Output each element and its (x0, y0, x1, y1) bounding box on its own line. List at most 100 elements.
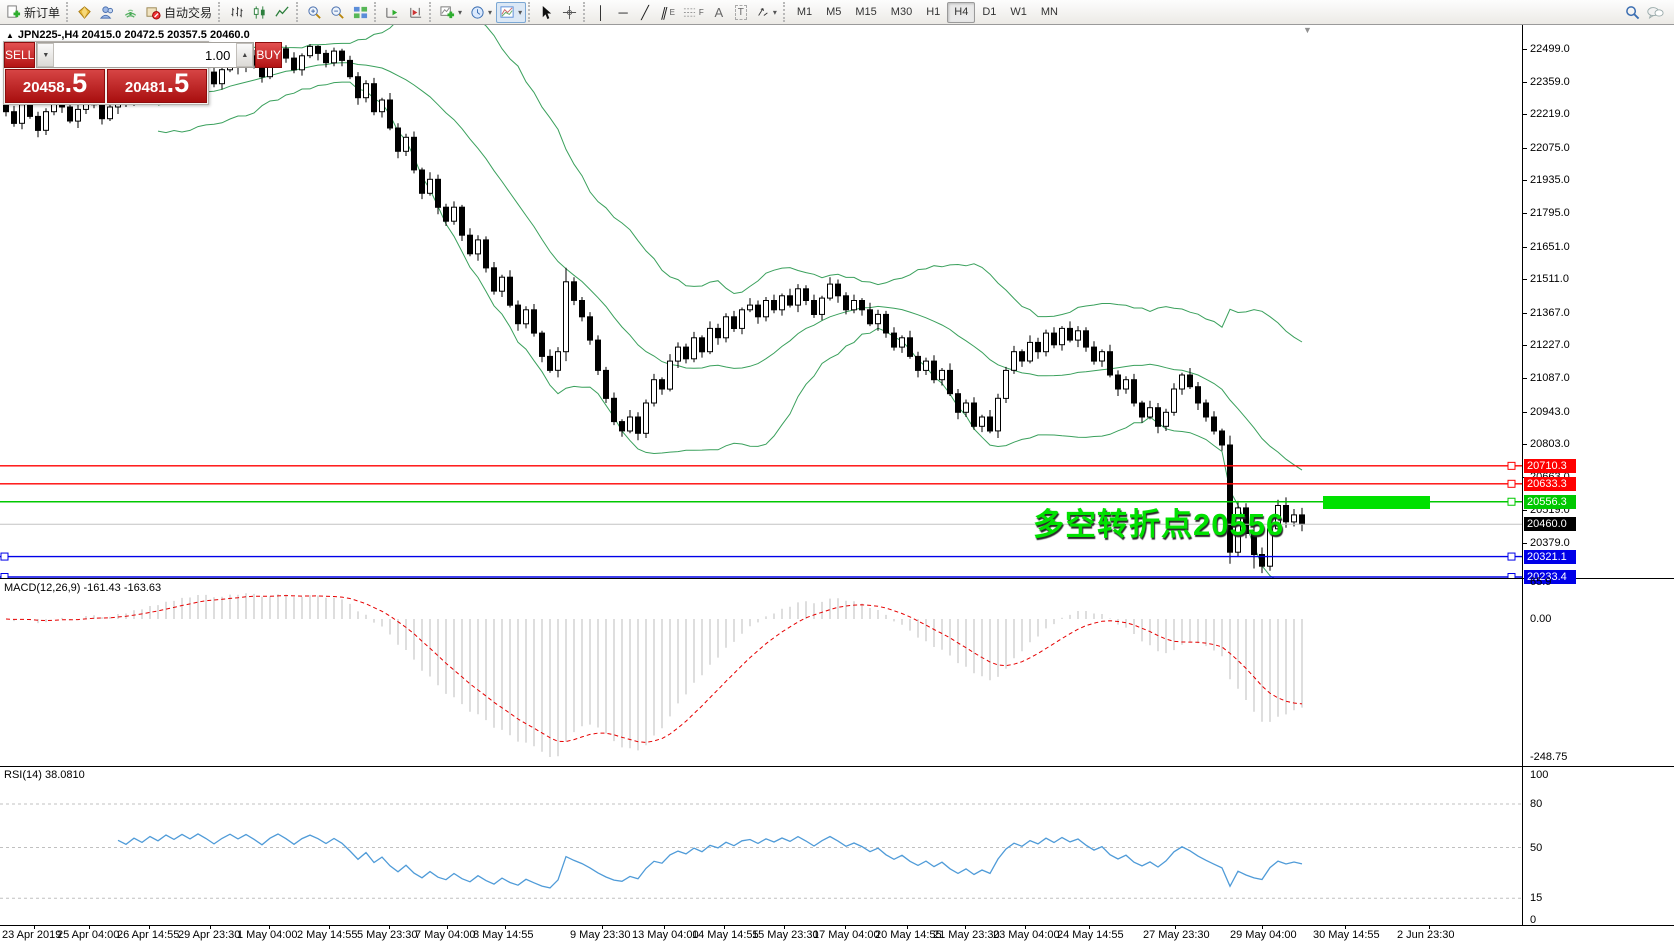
chat-icon[interactable] (1646, 5, 1664, 20)
volume-input[interactable] (54, 43, 237, 67)
macd-axis-label: 65.9 (1530, 576, 1552, 588)
trendline-tool[interactable]: ╱ (634, 2, 656, 23)
tile-windows-button[interactable] (349, 2, 372, 23)
price-tick-mark (1522, 82, 1527, 83)
timeframe-M1[interactable]: M1 (796, 6, 813, 18)
templates-dropdown[interactable]: ▾ (496, 1, 527, 23)
dropdown-caret-icon: ▾ (458, 7, 463, 17)
level-right-handle[interactable] (1507, 573, 1516, 579)
zoom-out-button[interactable] (326, 2, 349, 23)
macd-panel-separator[interactable] (0, 578, 1674, 579)
chinese-annotation-text[interactable]: 多空转折点20556 (1033, 507, 1285, 542)
last-bar-marker-icon: ▼ (1303, 25, 1312, 35)
buy-price-display[interactable]: 20481.5 (107, 69, 207, 103)
timeframe-H4[interactable]: H4 (947, 1, 976, 23)
arrows-tool-dropdown[interactable]: ▾ (752, 2, 781, 23)
candle (843, 292, 849, 315)
search-icon[interactable] (1625, 5, 1640, 20)
candle (1171, 383, 1177, 416)
level-price-label: 20710.3 (1524, 459, 1576, 473)
level-left-handle[interactable] (0, 573, 9, 579)
time-tick-label: 5 May 23:30 (357, 929, 418, 941)
arrows-tool-icon (758, 8, 768, 16)
new-chart-dropdown[interactable]: ▾ (436, 2, 466, 23)
periods-dropdown[interactable]: ▾ (466, 2, 496, 23)
candle (523, 306, 529, 329)
current-price-label: 20460.0 (1524, 517, 1576, 531)
candle (819, 295, 825, 321)
level-right-handle[interactable] (1507, 552, 1516, 561)
chart-shift-icon (410, 7, 422, 18)
vertical-line-tool[interactable]: │ (590, 2, 612, 23)
candle (651, 373, 657, 407)
candle (883, 310, 889, 338)
toolbar-separator (296, 2, 301, 22)
volume-increase-button[interactable]: ▲ (236, 43, 254, 67)
candle (803, 285, 809, 306)
timeframe-W1[interactable]: W1 (1010, 6, 1027, 18)
price-tick-label: 21511.0 (1530, 273, 1569, 285)
timeframe-MN[interactable]: MN (1040, 6, 1058, 18)
crosshair-tool-button[interactable] (558, 2, 581, 23)
horizontal-line-tool[interactable]: ─ (612, 2, 634, 23)
level-left-handle[interactable] (0, 552, 9, 561)
channel-tool[interactable]: ∥ E (660, 4, 675, 20)
zoom-in-button[interactable] (303, 2, 326, 23)
macd-indicator-label: MACD(12,26,9) -161.43 -163.63 (4, 582, 162, 594)
market-watch-button[interactable] (73, 2, 96, 23)
price-tick-label: 22075.0 (1530, 142, 1570, 154)
line-chart-mode-button[interactable] (271, 2, 294, 23)
timeframe-M5[interactable]: M5 (826, 6, 842, 18)
time-tick-label: 2 Jun 23:30 (1397, 929, 1455, 941)
buy-price-fraction: .5 (166, 68, 190, 98)
time-tick-mark (329, 925, 330, 929)
candle (627, 410, 633, 434)
volume-decrease-button[interactable]: ▼ (37, 43, 55, 67)
timeframe-M15[interactable]: M15 (855, 6, 877, 18)
cursor-tool-button[interactable] (535, 2, 558, 23)
candle (363, 80, 369, 103)
time-tick-mark (269, 925, 270, 929)
price-tick-label: 20379.0 (1530, 537, 1570, 549)
candle (1099, 349, 1105, 367)
text-label-tool[interactable]: T (730, 2, 752, 23)
timeframe-H1[interactable]: H1 (926, 6, 941, 18)
candle (595, 335, 601, 375)
candle (835, 279, 841, 303)
signals-button[interactable] (119, 2, 142, 23)
text-tool[interactable]: A (708, 2, 730, 23)
candle (355, 72, 361, 105)
candle (491, 262, 497, 295)
candle (315, 45, 321, 61)
bar-chart-mode-button[interactable] (225, 2, 248, 23)
level-right-handle[interactable] (1507, 479, 1516, 488)
highlight-rectangle-object[interactable] (1323, 496, 1430, 509)
line-chart-icon (275, 5, 289, 17)
symbol-header: ▲ JPN225-,H4 20415.0 20472.5 20357.5 2046… (6, 29, 250, 41)
level-right-handle[interactable] (1507, 497, 1516, 506)
chart-shift-button[interactable] (404, 2, 427, 23)
level-right-handle[interactable] (1507, 461, 1516, 470)
new-order-button[interactable]: 新订单 (2, 2, 64, 23)
clock-icon (471, 5, 484, 19)
timeframe-M30[interactable]: M30 (890, 6, 913, 18)
candle (379, 97, 385, 118)
toolbar-separator (583, 2, 588, 22)
buy-button[interactable]: BUY (255, 42, 283, 68)
candle (555, 347, 561, 378)
sell-price-display[interactable]: 20458.5 (5, 69, 105, 103)
rsi-indicator-label: RSI(14) 38.0810 (4, 769, 85, 781)
candle-chart-mode-button[interactable] (248, 2, 271, 23)
contacts-button[interactable] (96, 2, 119, 23)
rsi-panel-separator[interactable] (0, 766, 1674, 767)
chart-area: ▲ JPN225-,H4 20415.0 20472.5 20357.5 2046… (0, 25, 1674, 944)
autotrading-button[interactable]: 自动交易 (142, 2, 216, 23)
fibonacci-tool[interactable]: F (679, 2, 708, 23)
timeframe-D1[interactable]: D1 (982, 6, 997, 18)
toolbar-separator (782, 2, 788, 22)
one-click-collapse-icon[interactable]: ▲ (6, 31, 14, 40)
scroll-chart-button[interactable] (381, 2, 404, 23)
sell-button[interactable]: SELL (4, 42, 36, 68)
candle (827, 277, 833, 301)
